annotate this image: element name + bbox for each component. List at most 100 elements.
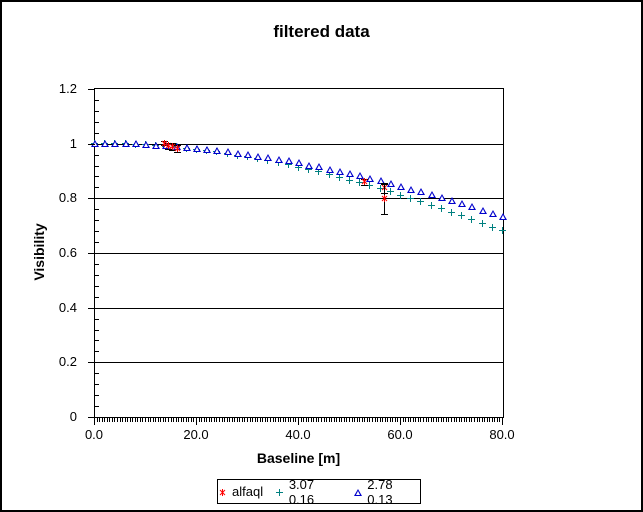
legend-item-2-78: 2.78 0.13 [353,477,420,507]
data-point-triangle [101,140,109,147]
y-minor-tick [95,209,99,210]
x-minor-tick [456,418,457,422]
y-major-tick [88,308,95,309]
y-tick-label: 0 [69,409,77,424]
data-point-plus [387,188,394,195]
x-minor-tick [244,418,245,422]
x-minor-tick [234,418,235,422]
x-minor-tick [270,418,271,422]
x-minor-tick [377,418,378,422]
legend: alfaql 3.07 0.16 2.78 0.13 [217,476,421,507]
y-tick-label: 1 [69,136,77,151]
x-minor-tick [413,418,414,422]
x-minor-tick [176,418,177,422]
x-minor-tick [204,418,205,422]
data-point-triangle [458,200,466,207]
x-major-tick [502,418,503,425]
y-minor-tick [95,100,99,101]
x-minor-tick [120,418,121,422]
x-minor-tick [273,418,274,422]
x-minor-tick [479,418,480,422]
x-minor-tick [390,418,391,422]
x-minor-tick [461,418,462,422]
x-minor-tick [438,418,439,422]
x-minor-tick [477,418,478,422]
x-minor-tick [308,418,309,422]
x-minor-tick [431,418,432,422]
x-minor-tick [135,418,136,422]
x-minor-tick [114,418,115,422]
y-tick-label: 0.2 [58,354,77,369]
y-tick-label: 0.8 [58,190,77,205]
y-minor-tick [95,231,99,232]
x-minor-tick [418,418,419,422]
data-point-star [169,143,176,150]
x-minor-tick [426,418,427,422]
x-minor-tick [492,418,493,422]
x-minor-tick [112,418,113,422]
data-point-plus [315,168,322,175]
legend-label-3-07: 3.07 0.16 [288,476,315,507]
x-minor-tick [140,418,141,422]
y-minor-tick [95,351,99,352]
x-minor-tick [237,418,238,422]
data-point-plus [377,185,384,192]
data-point-star [165,142,172,149]
data-point-plus [448,209,455,216]
x-minor-tick [489,418,490,422]
x-minor-tick [474,418,475,422]
x-minor-tick [278,418,279,422]
x-minor-tick [324,418,325,422]
x-minor-tick [127,418,128,422]
x-minor-tick [214,418,215,422]
x-minor-tick [405,418,406,422]
data-point-triangle [336,168,344,175]
x-minor-tick [380,418,381,422]
x-minor-tick [441,418,442,422]
x-minor-tick [443,418,444,422]
x-minor-tick [344,418,345,422]
gridline [95,144,503,145]
x-minor-tick [158,418,159,422]
x-minor-tick [494,418,495,422]
data-point-plus [366,182,373,189]
data-point-triangle [91,140,99,147]
y-minor-tick [95,133,99,134]
data-point-triangle [326,166,334,173]
y-minor-tick [95,395,99,396]
data-point-triangle [264,154,272,161]
x-minor-tick [410,418,411,422]
x-minor-tick [137,418,138,422]
x-minor-tick [257,418,258,422]
x-minor-tick [222,418,223,422]
x-minor-tick [313,418,314,422]
x-minor-tick [160,418,161,422]
data-point-triangle [417,188,425,195]
plot-area [91,88,507,418]
data-point-plus [468,216,475,223]
x-tick-label: 80.0 [489,427,515,442]
x-minor-tick [125,418,126,422]
x-minor-tick [275,418,276,422]
x-minor-tick [354,418,355,422]
data-point-triangle [234,150,242,157]
y-tick-label: 0.4 [58,300,77,315]
x-minor-tick [387,418,388,422]
x-minor-tick [145,418,146,422]
data-point-plus [479,220,486,227]
x-minor-tick [306,418,307,422]
data-point-triangle [254,153,262,160]
gridline [95,362,503,363]
x-major-tick [400,418,401,425]
y-minor-tick [95,264,99,265]
x-minor-tick [181,418,182,422]
triangle-marker-icon [353,488,363,496]
x-minor-tick [150,418,151,422]
x-minor-tick [252,418,253,422]
x-minor-tick [464,418,465,422]
x-minor-tick [242,418,243,422]
x-minor-tick [415,418,416,422]
x-minor-tick [155,418,156,422]
y-minor-tick [95,297,99,298]
